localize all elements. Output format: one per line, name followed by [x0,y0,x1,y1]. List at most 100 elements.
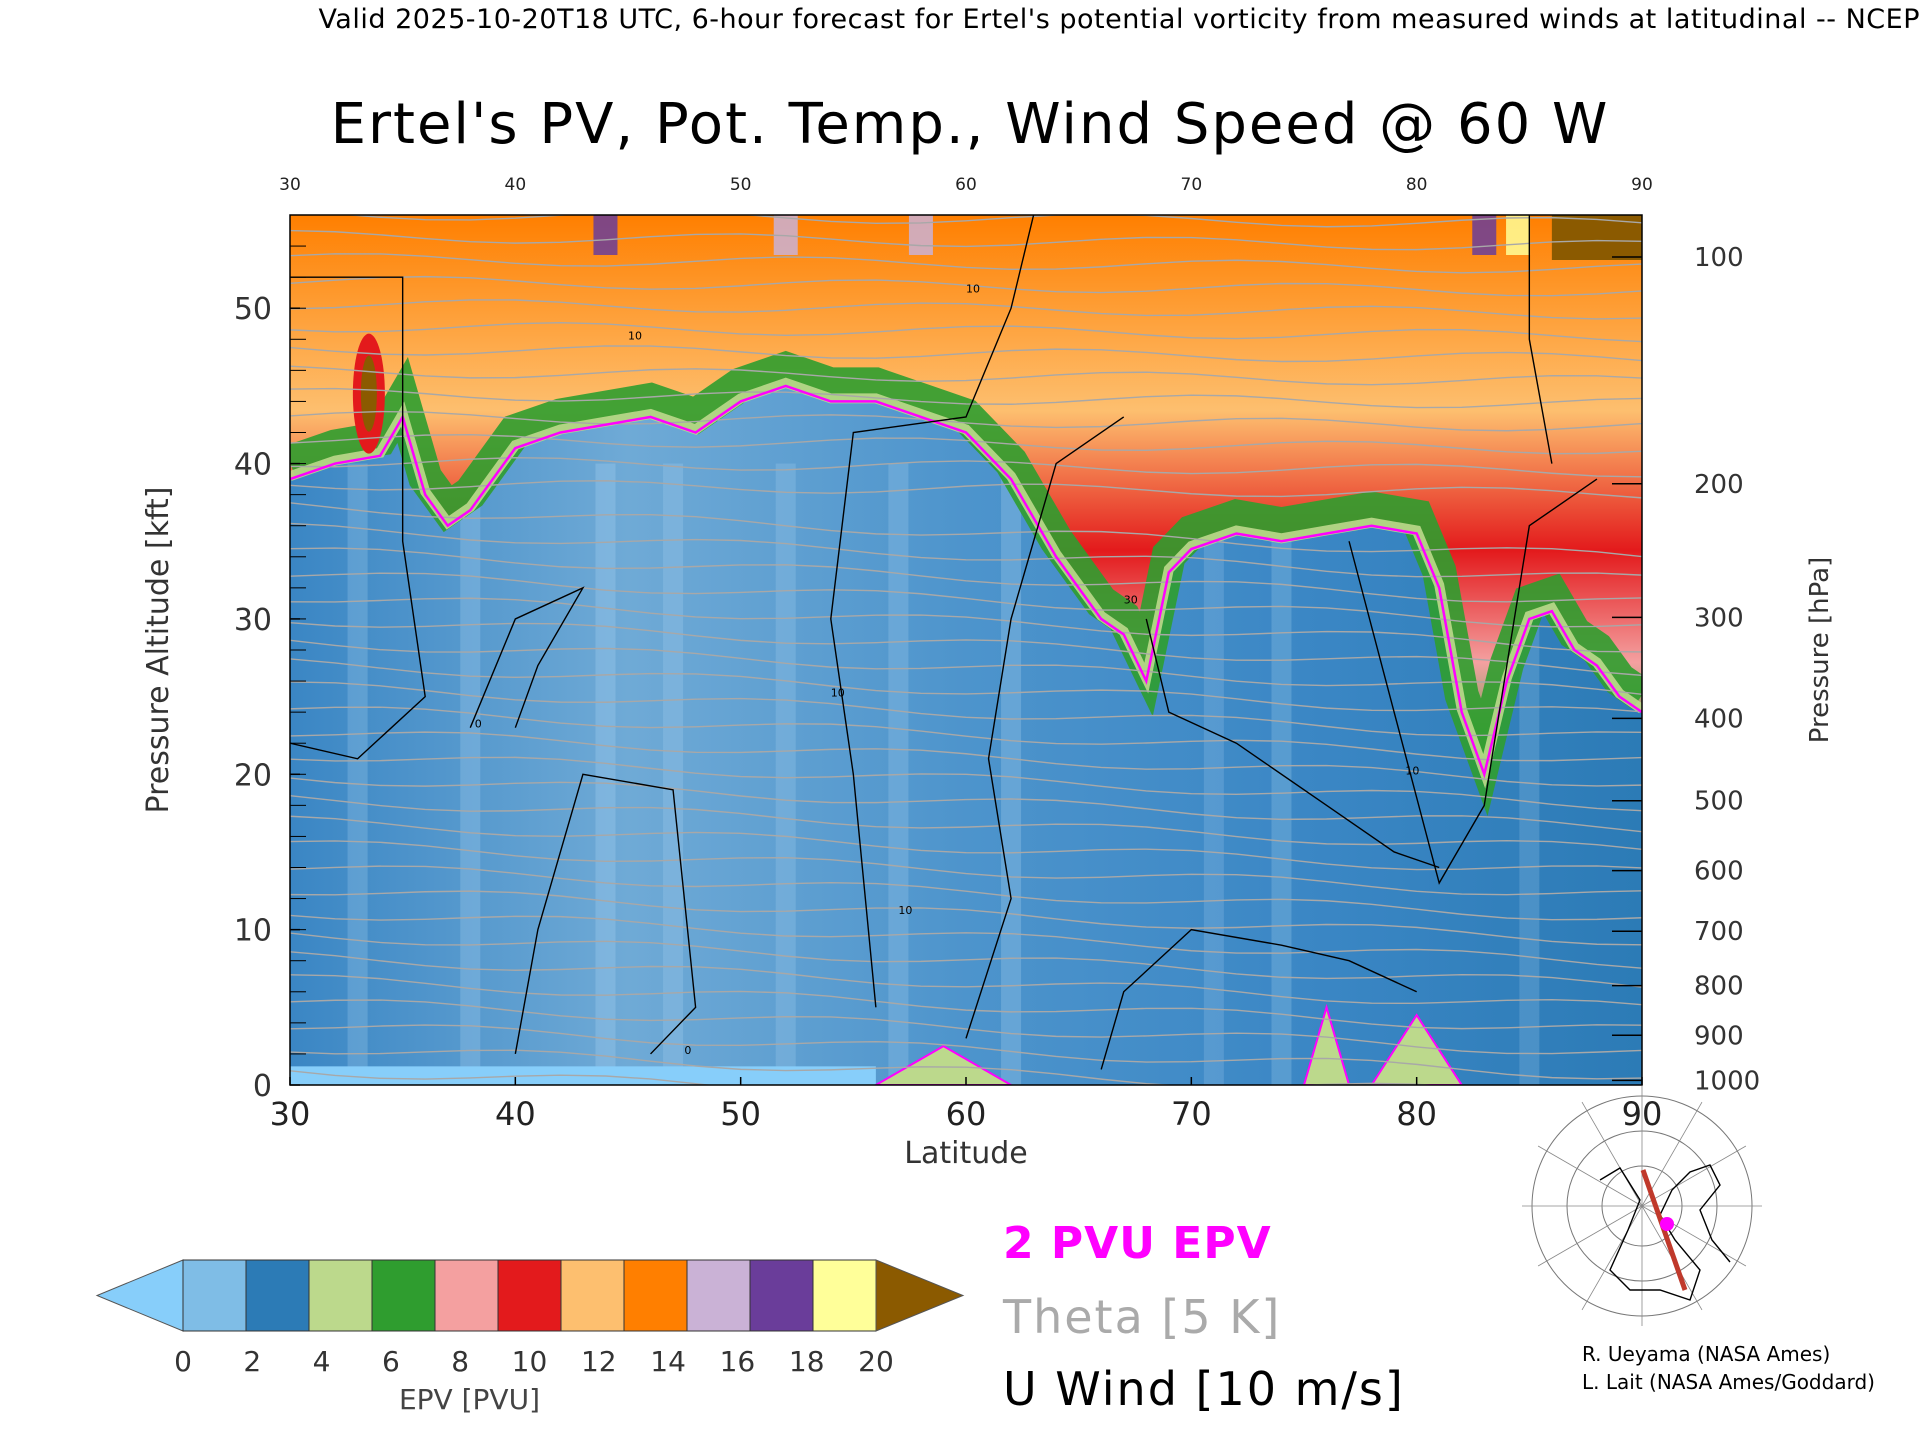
isentrope [290,815,1642,871]
x-tick-label: 60 [946,1095,987,1133]
x-tick-label: 30 [270,1095,311,1133]
locator-map [1522,1086,1762,1326]
isentrope [290,253,1642,274]
u-wind-contour [1348,478,1598,885]
isentrope [290,731,1642,787]
colorbar-swatch [308,1259,373,1332]
u-wind-contour [514,773,697,1055]
isentrope [290,275,1642,297]
colorbar-swatch [686,1259,751,1332]
pressure-tick-label: 1000 [1694,1066,1760,1096]
isentrope [290,572,1642,628]
x-top-tick-label: 90 [1631,175,1653,195]
isentrope [290,1024,1642,1080]
colorbar-tick-label: 14 [650,1345,686,1378]
isentrope [290,456,1642,478]
y-tick-label: 20 [234,758,272,793]
colorbar-tick-label: 4 [313,1345,331,1378]
axes: 3030404050506060707080809090Latitude0102… [141,175,1835,1171]
u-wind-contour [290,276,426,760]
isentrope [343,215,1642,228]
map-meridian [1641,1145,1747,1207]
isentrope [290,706,1642,762]
forecast-banner: Valid 2025-10-20T18 UTC, 6-hour forecast… [318,4,1920,35]
colorbar-swatch [371,1259,436,1332]
isentrope [290,322,1642,343]
wind-contour-label: 10 [831,687,845,700]
isentrope [290,229,1642,251]
colorbar-label: EPV [PVU] [399,1383,540,1416]
wind-contour-label: 10 [966,283,980,296]
x-top-tick-label: 70 [1181,175,1203,195]
pressure-tick-label: 200 [1694,470,1744,500]
map-meridian [1581,1205,1643,1311]
wind-contour-label: 30 [1124,593,1138,606]
pv-2pvu-contour [290,384,1642,779]
isentrope [290,1070,714,1085]
isentrope [290,840,1642,896]
isentrope [290,365,1642,386]
isentrope [290,974,1642,1030]
colorbar: 0 2 4 6 8 10 12 14 16 18 20 EPV [PVU] [95,1259,965,1416]
y-tick-label: 10 [234,914,272,949]
isentrope [290,914,1642,969]
colorbar-swatch [560,1259,625,1332]
legend-uwind: U Wind [10 m/s] [1003,1362,1405,1416]
x-top-tick-label: 80 [1406,175,1428,195]
wind-contour-label: 0 [475,718,482,731]
pressure-tick-label: 100 [1694,243,1744,273]
pressure-tick-label: 900 [1694,1021,1744,1051]
pressure-tick-label: 800 [1694,972,1744,1002]
isentrope [290,522,1642,578]
wind-contour-label: 10 [628,329,642,342]
u-wind-contour [469,586,585,728]
y2-axis-label: Pressure [hPa] [1805,557,1835,744]
colorbar-swatch [623,1259,688,1332]
pressure-tick-label: 300 [1694,603,1744,633]
isentrope [290,951,1642,1006]
isentrope [290,756,1642,812]
pressure-tick-label: 700 [1694,917,1744,947]
chart-title: Ertel's PV, Pot. Temp., Wind Speed @ 60 … [330,92,1610,157]
isentrope [290,433,1642,455]
colorbar-tick-label: 18 [789,1345,825,1378]
pv-streak [347,463,368,1085]
y-tick-label: 30 [234,603,272,638]
isentrope [290,410,1642,432]
y-tick-label: 0 [253,1069,272,1104]
over-range-patch [1551,215,1642,260]
isentrope [290,681,1642,737]
isentrope [290,299,1642,320]
isentrope [290,890,1642,946]
isentrope [290,480,1642,499]
colorbar-swatch [812,1259,877,1332]
isentrope [290,621,1642,677]
credit-line-2: L. Lait (NASA Ames/Goddard) [1582,1370,1875,1394]
x-axis-label: Latitude [904,1136,1027,1171]
colorbar-tick-label: 10 [512,1345,548,1378]
plot-area: 0 0 10 10 30 10 10 10 [290,215,1642,1085]
high-pv-streak [1472,215,1497,255]
colorbar-tick-label: 6 [382,1345,400,1378]
credit-line-1: R. Ueyama (NASA Ames) [1582,1342,1831,1366]
wind-contour-label: 0 [684,1044,691,1057]
colorbar-tick-label: 2 [243,1345,261,1378]
high-pv-streak [593,215,618,255]
isentrope [290,639,1642,696]
x-top-tick-label: 30 [279,175,301,195]
stratosphere-field [290,215,1642,775]
u-wind-contour [965,416,1125,1039]
map-transect-point [1660,1217,1674,1231]
colorbar-under-arrow [95,1259,184,1332]
map-coastline [1599,1164,1731,1301]
high-pv-streak [1506,215,1531,255]
high-pv-streak [908,215,933,255]
isentrope [290,502,1642,558]
isentrope [290,547,1642,603]
x-tick-label: 40 [495,1095,536,1133]
isentrope [290,932,1642,988]
x-top-tick-label: 50 [730,175,752,195]
pv-tower-core [360,355,377,432]
colorbar-tick-label: 20 [858,1345,894,1378]
x-top-tick-label: 60 [955,175,977,195]
